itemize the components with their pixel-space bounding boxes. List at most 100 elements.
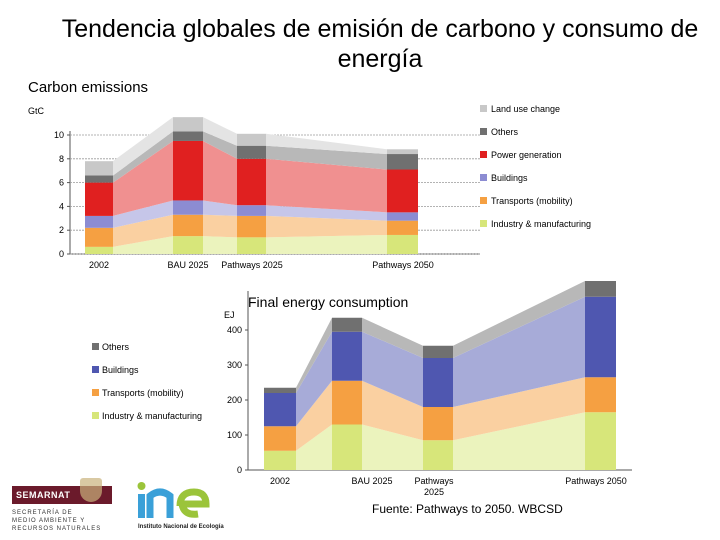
c2-bar-transports-mobility-	[332, 380, 362, 425]
c2-bar-others	[264, 387, 296, 393]
c2-bar-buildings	[423, 358, 453, 407]
semarnat-text: SECRETARÍA DE MEDIO AMBIENTE Y RECURSOS …	[12, 509, 101, 533]
c1-y-tick-label: 10	[54, 130, 64, 140]
c2-legend-swatch	[92, 343, 99, 350]
c1-bar-buildings	[387, 212, 418, 221]
c1-area-power-generation	[266, 158, 387, 213]
c1-bar-buildings	[237, 205, 266, 216]
c2-legend-label: Others	[102, 342, 130, 352]
c1-legend-label: Buildings	[491, 173, 528, 183]
c1-bar-industry-manufacturing	[173, 236, 203, 254]
c2-bar-transports-mobility-	[585, 377, 616, 413]
c1-area-power-generation	[113, 140, 173, 216]
c1-x-tick-label: BAU 2025	[167, 260, 208, 270]
c1-area-industry-manufacturing	[113, 236, 173, 254]
c1-area-transports-mobility-	[113, 214, 173, 247]
c2-bar-buildings	[585, 296, 616, 378]
c1-bar-land-use-change	[237, 133, 266, 146]
c1-area-land-use-change	[266, 133, 387, 155]
c1-y-tick-label: 6	[59, 178, 64, 188]
c1-bar-land-use-change	[387, 149, 418, 155]
c1-y-tick-label: 2	[59, 225, 64, 235]
c1-bar-power-generation	[237, 158, 266, 206]
c1-y-axis-label: GtC	[28, 106, 45, 116]
c2-y-tick-label: 300	[227, 360, 242, 370]
c1-bar-power-generation	[173, 140, 203, 201]
c2-bar-buildings	[332, 331, 362, 381]
c2-bar-industry-manufacturing	[332, 424, 362, 470]
c2-x-tick-label: Pathways	[414, 476, 454, 486]
c2-area-transports-mobility-	[453, 377, 585, 441]
c1-area-power-generation	[203, 140, 237, 206]
c1-area-transports-mobility-	[203, 214, 237, 238]
c2-x-tick-label: BAU 2025	[351, 476, 392, 486]
page-title: Tendencia globales de emisión de carbono…	[61, 15, 699, 73]
c2-legend-label: Buildings	[102, 365, 139, 375]
c2-legend-label: Industry & manufacturing	[102, 411, 202, 421]
c1-bar-buildings	[173, 200, 203, 215]
c2-area-industry-manufacturing	[453, 412, 585, 470]
c1-y-tick-label: 0	[59, 249, 64, 259]
c1-area-industry-manufacturing	[266, 234, 387, 254]
c2-area-transports-mobility-	[362, 380, 423, 441]
c1-area-buildings	[266, 205, 387, 221]
c2-bar-industry-manufacturing	[423, 440, 453, 470]
c1-bar-transports-mobility-	[237, 215, 266, 238]
c2-x-tick-label: 2002	[270, 476, 290, 486]
c1-area-transports-mobility-	[266, 215, 387, 238]
c1-bar-transports-mobility-	[173, 214, 203, 237]
semarnat-line-2: MEDIO AMBIENTE Y	[12, 518, 86, 524]
c2-bar-transports-mobility-	[423, 407, 453, 441]
semarnat-line-3: RECURSOS NATURALES	[12, 526, 102, 532]
c2-area-industry-manufacturing	[296, 424, 332, 470]
source-note: Fuente: Pathways to 2050. WBCSD	[372, 502, 563, 516]
c1-legend-label: Land use change	[491, 104, 560, 114]
c2-x-tick-label: Pathways 2050	[565, 476, 627, 486]
c2-area-others	[362, 317, 423, 358]
c1-bar-industry-manufacturing	[237, 237, 266, 254]
c1-x-tick-label: Pathways 2050	[372, 260, 434, 270]
c2-y-tick-label: 400	[227, 325, 242, 335]
c1-area-buildings	[113, 200, 173, 228]
c1-area-buildings	[203, 200, 237, 216]
c1-legend-swatch	[480, 197, 487, 204]
c2-area-buildings	[362, 331, 423, 407]
c2-bar-transports-mobility-	[264, 426, 296, 451]
semarnat-line-1: SECRETARÍA DE	[12, 510, 73, 516]
c1-bar-power-generation	[387, 169, 418, 213]
c1-bar-buildings	[85, 215, 113, 228]
c2-bar-others	[585, 281, 616, 297]
c2-y-axis-label: EJ	[224, 310, 235, 320]
c2-bar-industry-manufacturing	[585, 412, 616, 470]
c1-area-others	[203, 131, 237, 159]
c2-legend-swatch	[92, 366, 99, 373]
c2-y-tick-label: 200	[227, 395, 242, 405]
ine-logo-icon	[137, 482, 210, 518]
c1-area-others	[266, 145, 387, 170]
c2-area-buildings	[453, 296, 585, 407]
c1-legend-label: Others	[491, 127, 519, 137]
c2-area-others	[453, 281, 585, 358]
c1-bar-others	[85, 175, 113, 183]
c1-y-tick-label: 4	[59, 201, 64, 211]
c2-area-transports-mobility-	[296, 380, 332, 451]
c2-legend-swatch	[92, 412, 99, 419]
c2-x-tick-label: 2025	[424, 487, 444, 497]
c1-y-tick-label: 8	[59, 154, 64, 164]
c2-legend-label: Transports (mobility)	[102, 388, 184, 398]
c1-bar-transports-mobility-	[85, 227, 113, 247]
c1-bar-industry-manufacturing	[85, 246, 113, 254]
chart2-title: Final energy consumption	[248, 294, 408, 310]
c1-legend-swatch	[480, 151, 487, 158]
c1-bar-others	[387, 154, 418, 170]
c1-legend-swatch	[480, 105, 487, 112]
c1-legend-swatch	[480, 128, 487, 135]
c1-area-others	[113, 131, 173, 183]
c1-bar-others	[173, 131, 203, 141]
c2-area-others	[296, 317, 332, 393]
c1-bar-industry-manufacturing	[387, 234, 418, 254]
c1-legend-label: Power generation	[491, 150, 562, 160]
c2-area-industry-manufacturing	[362, 424, 423, 470]
c1-bar-power-generation	[85, 182, 113, 216]
